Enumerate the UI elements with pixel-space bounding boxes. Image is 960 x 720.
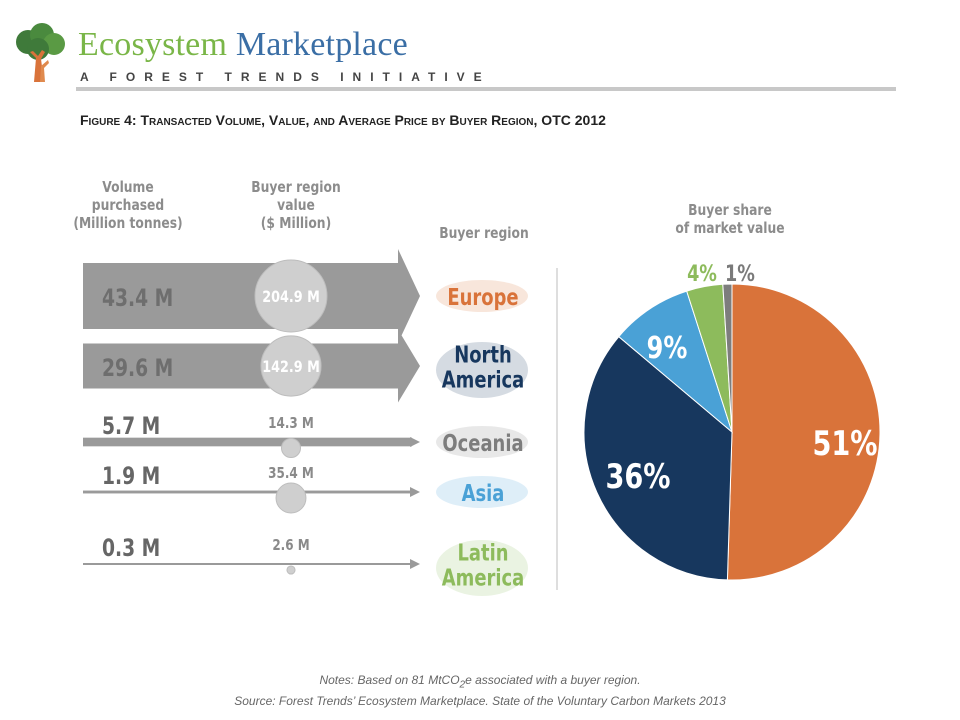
volume-arrow [83,437,412,447]
value-circle [260,335,322,397]
pie-slice [583,335,733,581]
region-name: Asia [462,480,505,507]
value-circle [280,437,302,459]
notes-line: Notes: Based on 81 MtCO2e associated wit… [0,672,960,693]
pie-slice-label: 9% [647,331,688,365]
chart-notes: Notes: Based on 81 MtCO2e associated wit… [0,672,960,710]
region-map-icon [436,540,528,596]
share-header-line-2: of market value [675,219,785,237]
value-label: 142.9 M [262,359,320,377]
pie-slice-label: 1% [725,261,755,286]
region-name: America [442,366,524,393]
tagline: A FOREST TRENDS INITIATIVE [80,70,491,84]
region-row: 5.7 M 14.3 M Oceania [83,413,528,459]
pie-chart-title: Buyer share of market value [673,201,788,237]
volume-label: 5.7 M [102,413,160,441]
value-column-header: Buyer region value ($ Million) [239,178,354,232]
region-name: Europe [447,284,518,311]
pie-slice-label: 36% [605,457,670,497]
value-label: 204.9 M [262,289,320,307]
brand-name: Ecosystem Marketplace [78,26,408,64]
volume-label: 29.6 M [102,355,173,383]
volume-label: 0.3 M [102,535,160,563]
volume-header-line-1: Volume [102,178,154,196]
pie-slice-label: 4% [687,261,717,286]
region-name: Latin [457,539,508,566]
notes-text-pre: Notes: Based on 81 MtCO [319,673,460,687]
value-label: 2.6 M [272,537,309,555]
volume-arrow [83,249,420,343]
figure-title: Figure 4: Transacted Volume, Value, and … [80,112,606,128]
region-map-icon [436,476,528,508]
share-header-line-1: Buyer share [688,201,772,219]
pie-slice [726,283,881,581]
region-row: 43.4 M 204.9 M Europe [83,249,528,343]
pie-slice-label: 51% [812,424,877,464]
source-line: Source: Forest Trends’ Ecosystem Marketp… [234,694,726,709]
pie-chart: 51% 36% 9% 4% 1% [583,261,881,581]
brand-name-part1: Ecosystem [78,26,236,63]
volume-column-header: Volume purchased (Million tonnes) [71,178,186,232]
region-row: 1.9 M 35.4 M Asia [83,463,528,514]
value-circle [254,259,328,333]
tree-icon [16,23,65,82]
notes-text-post: e associated with a buyer region. [465,673,641,687]
region-name: North [454,341,512,368]
pie-slice [722,283,733,433]
volume-arrowhead [410,487,420,497]
brand-name-part2: Marketplace [235,26,408,63]
region-map-icon [436,342,528,398]
region-name: Oceania [442,430,523,457]
pie-slice [618,290,734,434]
volume-arrow [83,490,412,494]
value-header-line-2: value [277,196,315,214]
volume-arrow [83,563,412,565]
value-header-line-3: ($ Million) [260,214,332,232]
value-header-line-1: Buyer region [251,178,341,196]
volume-header-line-3: (Million tonnes) [73,214,183,232]
volume-arrow [83,329,420,403]
region-map-icon [436,280,528,312]
volume-label: 43.4 M [102,285,173,313]
region-map-icon [436,426,528,458]
value-circle [275,482,307,514]
volume-label: 1.9 M [102,463,160,491]
volume-header-line-2: purchased [91,196,165,214]
value-label: 14.3 M [268,415,314,433]
volume-arrowhead [410,559,420,569]
region-name: America [442,564,524,591]
header-divider [76,87,896,91]
region-column-header: Buyer region [439,224,529,242]
value-circle [286,565,296,575]
notes-subscript: 2 [459,679,466,691]
volume-arrowhead [410,437,420,447]
value-label: 35.4 M [268,465,314,483]
